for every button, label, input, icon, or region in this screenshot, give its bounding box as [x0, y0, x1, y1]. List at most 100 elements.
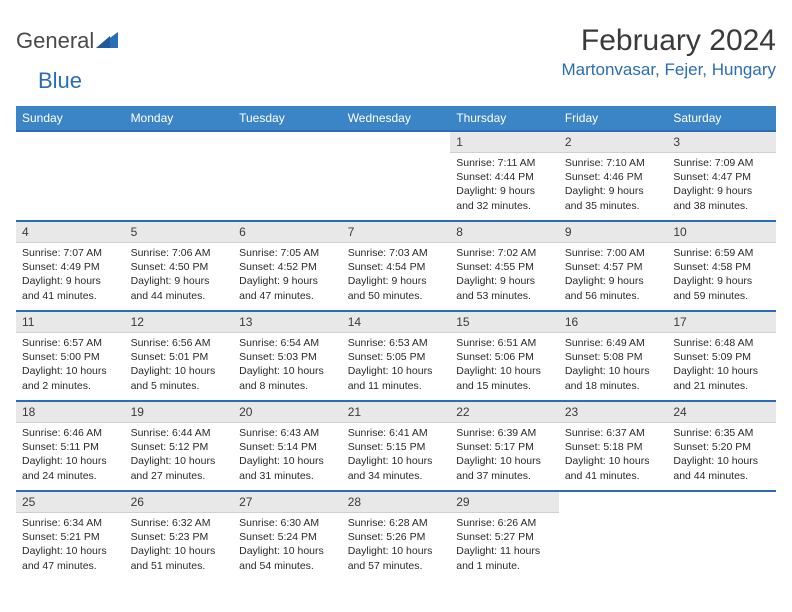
day-info: Sunrise: 6:37 AMSunset: 5:18 PMDaylight:…	[559, 423, 668, 487]
sunrise-text: Sunrise: 6:53 AM	[348, 336, 445, 350]
daylight-text-2: and 38 minutes.	[673, 199, 770, 213]
daylight-text-2: and 24 minutes.	[22, 469, 119, 483]
sunset-text: Sunset: 4:47 PM	[673, 170, 770, 184]
sunset-text: Sunset: 5:12 PM	[131, 440, 228, 454]
sunset-text: Sunset: 5:05 PM	[348, 350, 445, 364]
logo-text-2: Blue	[38, 68, 82, 93]
day-number: 25	[16, 492, 125, 513]
sunrise-text: Sunrise: 6:54 AM	[239, 336, 336, 350]
daylight-text-2: and 18 minutes.	[565, 379, 662, 393]
calendar-day-cell: ..	[16, 131, 125, 221]
daylight-text-1: Daylight: 9 hours	[456, 274, 553, 288]
weekday-header: Saturday	[667, 106, 776, 131]
sunset-text: Sunset: 4:49 PM	[22, 260, 119, 274]
daylight-text-2: and 35 minutes.	[565, 199, 662, 213]
calendar-day-cell: 23Sunrise: 6:37 AMSunset: 5:18 PMDayligh…	[559, 401, 668, 491]
daylight-text-1: Daylight: 10 hours	[239, 454, 336, 468]
page-header: General February 2024 Martonvasar, Fejer…	[16, 24, 776, 80]
day-number: 11	[16, 312, 125, 333]
calendar-day-cell: 5Sunrise: 7:06 AMSunset: 4:50 PMDaylight…	[125, 221, 234, 311]
sunset-text: Sunset: 5:09 PM	[673, 350, 770, 364]
weekday-header: Monday	[125, 106, 234, 131]
sunset-text: Sunset: 5:18 PM	[565, 440, 662, 454]
calendar-day-cell: 24Sunrise: 6:35 AMSunset: 5:20 PMDayligh…	[667, 401, 776, 491]
day-info: Sunrise: 6:59 AMSunset: 4:58 PMDaylight:…	[667, 243, 776, 307]
sunset-text: Sunset: 5:17 PM	[456, 440, 553, 454]
day-info: Sunrise: 7:05 AMSunset: 4:52 PMDaylight:…	[233, 243, 342, 307]
day-number: 29	[450, 492, 559, 513]
sunrise-text: Sunrise: 6:37 AM	[565, 426, 662, 440]
sunrise-text: Sunrise: 6:48 AM	[673, 336, 770, 350]
sunrise-text: Sunrise: 7:03 AM	[348, 246, 445, 260]
sunset-text: Sunset: 5:14 PM	[239, 440, 336, 454]
daylight-text-1: Daylight: 9 hours	[565, 184, 662, 198]
calendar-day-cell: 14Sunrise: 6:53 AMSunset: 5:05 PMDayligh…	[342, 311, 451, 401]
daylight-text-2: and 27 minutes.	[131, 469, 228, 483]
daylight-text-2: and 31 minutes.	[239, 469, 336, 483]
weekday-header: Friday	[559, 106, 668, 131]
day-number: 2	[559, 132, 668, 153]
sunset-text: Sunset: 4:55 PM	[456, 260, 553, 274]
sunrise-text: Sunrise: 7:00 AM	[565, 246, 662, 260]
day-number: 18	[16, 402, 125, 423]
daylight-text-2: and 47 minutes.	[22, 559, 119, 573]
sunset-text: Sunset: 5:24 PM	[239, 530, 336, 544]
day-number: 1	[450, 132, 559, 153]
daylight-text-2: and 8 minutes.	[239, 379, 336, 393]
calendar-day-cell: 1Sunrise: 7:11 AMSunset: 4:44 PMDaylight…	[450, 131, 559, 221]
sunset-text: Sunset: 5:11 PM	[22, 440, 119, 454]
sunset-text: Sunset: 4:54 PM	[348, 260, 445, 274]
sunset-text: Sunset: 5:27 PM	[456, 530, 553, 544]
day-number: 22	[450, 402, 559, 423]
daylight-text-1: Daylight: 10 hours	[348, 454, 445, 468]
sunrise-text: Sunrise: 6:28 AM	[348, 516, 445, 530]
calendar-day-cell: 2Sunrise: 7:10 AMSunset: 4:46 PMDaylight…	[559, 131, 668, 221]
sunrise-text: Sunrise: 6:46 AM	[22, 426, 119, 440]
sunrise-text: Sunrise: 6:59 AM	[673, 246, 770, 260]
daylight-text-1: Daylight: 10 hours	[131, 454, 228, 468]
sunrise-text: Sunrise: 6:35 AM	[673, 426, 770, 440]
sunset-text: Sunset: 5:26 PM	[348, 530, 445, 544]
sunset-text: Sunset: 5:20 PM	[673, 440, 770, 454]
calendar-day-cell: 20Sunrise: 6:43 AMSunset: 5:14 PMDayligh…	[233, 401, 342, 491]
sunrise-text: Sunrise: 7:09 AM	[673, 156, 770, 170]
day-info: Sunrise: 7:00 AMSunset: 4:57 PMDaylight:…	[559, 243, 668, 307]
day-info: Sunrise: 6:35 AMSunset: 5:20 PMDaylight:…	[667, 423, 776, 487]
calendar-day-cell: 12Sunrise: 6:56 AMSunset: 5:01 PMDayligh…	[125, 311, 234, 401]
sunset-text: Sunset: 5:21 PM	[22, 530, 119, 544]
calendar-day-cell: 21Sunrise: 6:41 AMSunset: 5:15 PMDayligh…	[342, 401, 451, 491]
daylight-text-1: Daylight: 10 hours	[565, 364, 662, 378]
day-number: 16	[559, 312, 668, 333]
weekday-header-row: Sunday Monday Tuesday Wednesday Thursday…	[16, 106, 776, 131]
day-info: Sunrise: 6:30 AMSunset: 5:24 PMDaylight:…	[233, 513, 342, 577]
day-info: Sunrise: 7:09 AMSunset: 4:47 PMDaylight:…	[667, 153, 776, 217]
calendar-day-cell: ..	[233, 131, 342, 221]
daylight-text-2: and 47 minutes.	[239, 289, 336, 303]
calendar-week-row: 11Sunrise: 6:57 AMSunset: 5:00 PMDayligh…	[16, 311, 776, 401]
sunset-text: Sunset: 4:52 PM	[239, 260, 336, 274]
day-info: Sunrise: 7:10 AMSunset: 4:46 PMDaylight:…	[559, 153, 668, 217]
sunset-text: Sunset: 5:00 PM	[22, 350, 119, 364]
daylight-text-1: Daylight: 10 hours	[22, 454, 119, 468]
day-info: Sunrise: 6:34 AMSunset: 5:21 PMDaylight:…	[16, 513, 125, 577]
day-number: 14	[342, 312, 451, 333]
calendar-day-cell: 22Sunrise: 6:39 AMSunset: 5:17 PMDayligh…	[450, 401, 559, 491]
sunset-text: Sunset: 4:46 PM	[565, 170, 662, 184]
daylight-text-1: Daylight: 10 hours	[22, 544, 119, 558]
daylight-text-2: and 21 minutes.	[673, 379, 770, 393]
sunset-text: Sunset: 5:23 PM	[131, 530, 228, 544]
daylight-text-1: Daylight: 9 hours	[456, 184, 553, 198]
calendar-day-cell: ..	[667, 491, 776, 581]
sunset-text: Sunset: 5:01 PM	[131, 350, 228, 364]
calendar-day-cell: 6Sunrise: 7:05 AMSunset: 4:52 PMDaylight…	[233, 221, 342, 311]
day-info: Sunrise: 6:54 AMSunset: 5:03 PMDaylight:…	[233, 333, 342, 397]
sunset-text: Sunset: 4:58 PM	[673, 260, 770, 274]
day-number: 20	[233, 402, 342, 423]
daylight-text-2: and 2 minutes.	[22, 379, 119, 393]
calendar-day-cell: ..	[342, 131, 451, 221]
daylight-text-2: and 53 minutes.	[456, 289, 553, 303]
sunrise-text: Sunrise: 7:02 AM	[456, 246, 553, 260]
daylight-text-1: Daylight: 9 hours	[673, 274, 770, 288]
daylight-text-2: and 32 minutes.	[456, 199, 553, 213]
daylight-text-1: Daylight: 10 hours	[239, 544, 336, 558]
